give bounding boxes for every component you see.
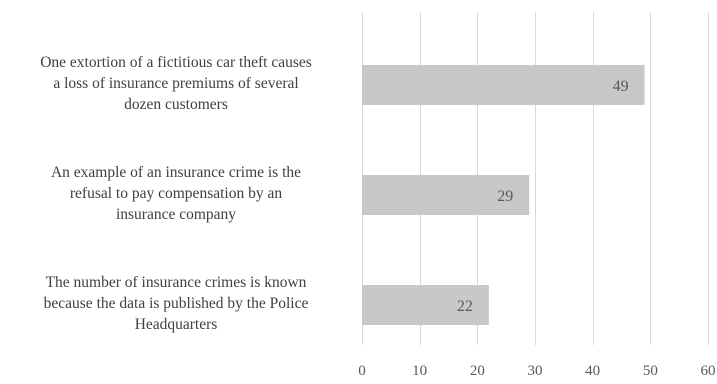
category-label: The number of insurance crimes is known b… [0,272,352,335]
category-label-line: Headquarters [134,316,218,333]
x-tick-label: 0 [358,363,366,379]
category-label-line: dozen customers [124,96,228,113]
category-label-line: refusal to pay compensation by an [69,185,283,202]
x-tick-label: 60 [701,363,716,379]
bar [362,65,645,105]
x-tick-label: 20 [470,363,485,379]
category-label: One extortion of a fictitious car theft … [0,52,352,115]
data-label: 22 [457,298,473,315]
bar [362,285,489,325]
category-label-line: The number of insurance crimes is known [45,274,307,291]
category-label-line: insurance company [115,206,237,223]
category-label-line: An example of an insurance crime is the [50,164,302,181]
data-label: 49 [613,78,629,95]
x-tick-label: 10 [412,363,427,379]
category-label-line: a loss of insurance premiums of several [53,75,299,92]
bar [362,175,530,215]
x-tick-label: 30 [528,363,543,379]
category-label: An example of an insurance crime is the r… [0,162,352,225]
category-label-line: One extortion of a fictitious car theft … [40,54,312,71]
data-label: 29 [497,188,513,205]
x-tick-label: 40 [585,363,600,379]
x-tick-label: 50 [643,363,658,379]
category-label-line: because the data is published by the Pol… [43,295,309,312]
